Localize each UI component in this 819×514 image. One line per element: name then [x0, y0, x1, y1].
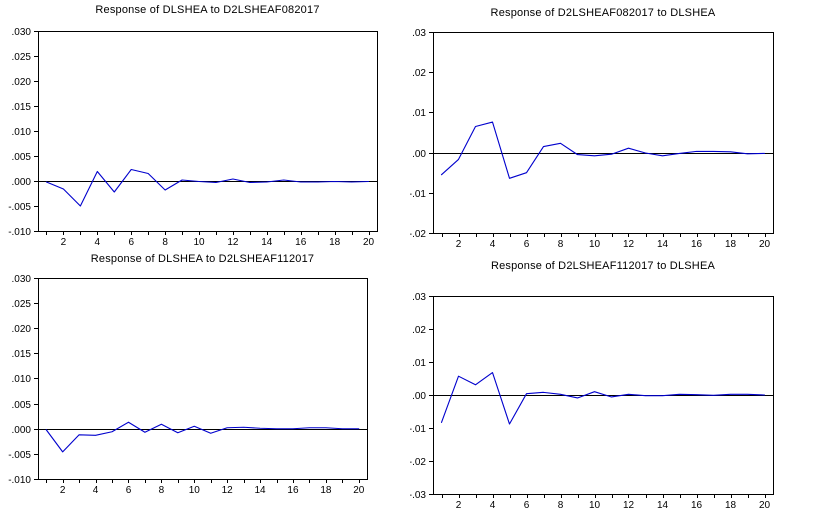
x-tick-label: 4: [490, 239, 496, 250]
x-tick-label: 20: [353, 485, 365, 496]
x-tick-label: 2: [456, 500, 462, 511]
x-tick-label: 4: [93, 485, 99, 496]
x-tick-label: 10: [589, 500, 601, 511]
x-tick-label: 2: [60, 485, 66, 496]
y-tick-label: -.01: [410, 189, 426, 200]
y-tick-label: -.03: [410, 490, 426, 501]
chart-title-3: Response of DLSHEA to D2LSHEAF112017: [90, 253, 315, 265]
y-tick-label: .010: [12, 374, 32, 385]
x-tick-label: 16: [295, 237, 307, 248]
x-tick-label: 14: [657, 239, 669, 250]
x-tick-label: 14: [657, 500, 669, 511]
x-tick-label: 16: [287, 485, 299, 496]
x-tick-label: 6: [524, 239, 530, 250]
x-tick-label: 20: [363, 237, 375, 248]
y-tick-label: .010: [12, 127, 32, 138]
x-tick-label: 6: [524, 500, 530, 511]
y-tick-label: -.010: [8, 475, 31, 486]
y-tick-label: .000: [12, 425, 32, 436]
x-tick-label: 20: [759, 239, 771, 250]
x-tick-label: 8: [162, 237, 168, 248]
x-tick-label: 8: [159, 485, 165, 496]
x-tick-label: 10: [189, 485, 201, 496]
y-tick-label: .02: [412, 68, 426, 79]
x-tick-label: 12: [623, 239, 635, 250]
y-tick-label: .01: [412, 108, 426, 119]
x-tick-label: 10: [589, 239, 601, 250]
plot-box: [433, 32, 774, 234]
panel-4: Response of D2LSHEAF112017 to DLSHEA .03…: [410, 255, 819, 514]
x-tick-label: 16: [691, 500, 703, 511]
x-tick-label: 4: [490, 500, 496, 511]
chart-canvas-4: .03 .02 .01 .00 -.01 -.02 -.03 2 4 6 8 10 12 14 16 18 20: [410, 292, 774, 511]
y-tick-label: .03: [412, 28, 426, 39]
chart-title-2: Response of D2LSHEAF082017 to DLSHEA: [490, 7, 716, 19]
panel-2: Response of D2LSHEAF082017 to DLSHEA .03…: [410, 0, 819, 259]
y-tick-label: -.005: [8, 450, 31, 461]
x-tick-label: 16: [691, 239, 703, 250]
x-tick-label: 6: [126, 485, 132, 496]
y-tick-label: .005: [12, 152, 32, 163]
x-tick-label: 12: [623, 500, 635, 511]
x-tick-label: 4: [95, 237, 101, 248]
x-tick-label: 20: [759, 500, 771, 511]
x-tick-label: 2: [61, 237, 67, 248]
y-tick-label: -.02: [410, 229, 426, 240]
y-tick-label: .02: [412, 325, 426, 336]
y-tick-label: .020: [12, 324, 32, 335]
y-tick-label: -.02: [410, 457, 426, 468]
x-tick-label: 8: [558, 239, 564, 250]
chart-canvas-2: .03 .02 .01 .00 -.01 -.02 2 4 6 8 10 12 14 16 18 20: [410, 28, 774, 250]
response-line: [440, 121, 766, 179]
panel-3: Response of DLSHEA to D2LSHEAF112017 .03…: [0, 253, 410, 514]
y-tick-label: .025: [12, 299, 32, 310]
y-tick-label: .015: [12, 102, 32, 113]
plot-box: [38, 31, 378, 232]
y-tick-label: -.01: [410, 424, 426, 435]
x-tick-label: 14: [261, 237, 273, 248]
chart-canvas-1: .030 .025 .020 .015 .010 .005 .000 -.005 -.010 2 4…: [8, 27, 378, 248]
panel-1: Response of DLSHEA to D2LSHEAF082017 .03…: [0, 0, 410, 255]
x-tick-label: 2: [456, 239, 462, 250]
x-tick-label: 18: [725, 239, 737, 250]
y-tick-label: .015: [12, 349, 32, 360]
chart-title-1: Response of DLSHEA to D2LSHEAF082017: [95, 4, 320, 16]
y-tick-label: -.010: [8, 227, 31, 238]
y-tick-label: .00: [412, 391, 426, 402]
plot-box: [38, 278, 368, 480]
x-tick-label: 18: [320, 485, 332, 496]
chart-canvas-3: .030 .025 .020 .015 .010 .005 .000 -.005 -.010 2 4…: [8, 274, 368, 496]
response-line: [45, 421, 360, 453]
x-tick-label: 12: [222, 485, 234, 496]
y-tick-label: .000: [12, 177, 32, 188]
y-tick-label: .030: [12, 27, 32, 38]
response-line: [45, 168, 370, 207]
x-tick-label: 18: [725, 500, 737, 511]
y-tick-label: .01: [412, 358, 426, 369]
y-tick-label: .005: [12, 400, 32, 411]
y-tick-label: .020: [12, 77, 32, 88]
y-tick-label: .03: [412, 292, 426, 303]
y-tick-label: -.005: [8, 202, 31, 213]
x-tick-label: 8: [558, 500, 564, 511]
chart-title-4: Response of D2LSHEAF112017 to DLSHEA: [490, 260, 716, 272]
y-tick-label: .025: [12, 52, 32, 63]
x-tick-label: 10: [193, 237, 205, 248]
x-tick-label: 18: [329, 237, 341, 248]
x-tick-label: 14: [255, 485, 267, 496]
x-tick-label: 12: [227, 237, 239, 248]
y-tick-label: .030: [12, 274, 32, 285]
x-tick-label: 6: [128, 237, 134, 248]
y-tick-label: .00: [412, 149, 426, 160]
response-line: [440, 372, 766, 425]
